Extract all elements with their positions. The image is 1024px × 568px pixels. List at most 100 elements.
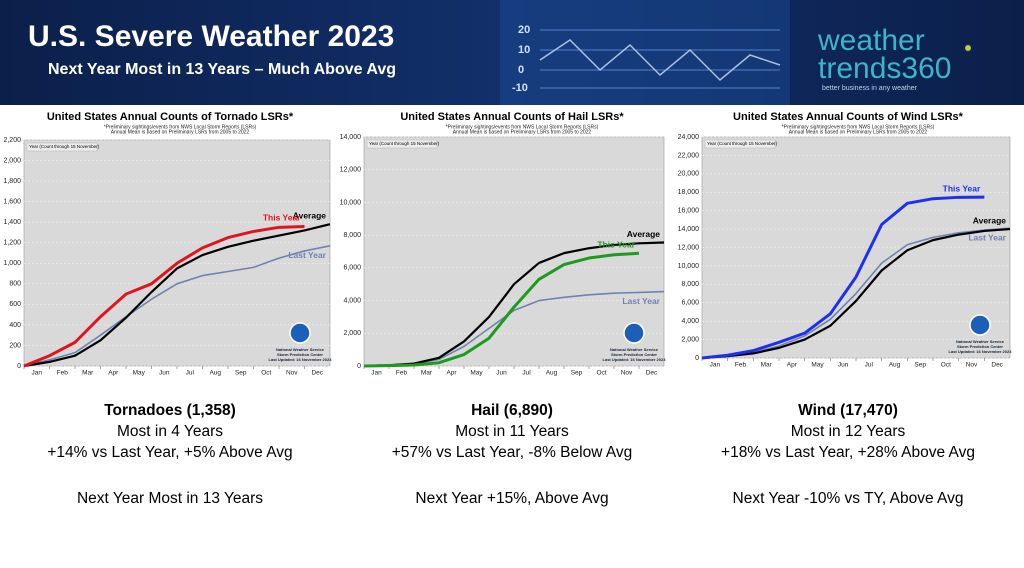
footnote: National Weather Service: [610, 347, 659, 352]
y-tick-label: 1,000: [3, 260, 21, 267]
footnote: Last Updated: 16 November 2023: [269, 357, 333, 362]
y-tick-label: 0: [17, 363, 21, 370]
caption-outlook: Next Year -10% vs TY, Above Avg: [733, 490, 964, 507]
y-tick-label: 400: [9, 322, 21, 329]
x-tick-label: Jan: [371, 370, 382, 377]
caption-title: Hail (6,890): [471, 402, 553, 419]
caption-line: Most in 12 Years: [791, 423, 906, 440]
caption-title: Wind (17,470): [798, 402, 898, 419]
plot-area: [23, 139, 331, 367]
x-tick-label: Sep: [571, 370, 583, 377]
x-tick-label: Apr: [787, 362, 798, 369]
y-tick-label: 1,400: [3, 219, 21, 226]
plot-area: [363, 136, 665, 367]
y-tick-label: 22,000: [678, 152, 700, 159]
caption-line: Most in 11 Years: [455, 423, 569, 440]
series-line: [701, 227, 1011, 360]
footnote: National Weather Service: [276, 347, 325, 352]
y-tick-label: 14,000: [340, 134, 362, 141]
series-label: This Year: [597, 240, 635, 250]
series-label: Last Year: [968, 232, 1006, 242]
footnote: Last Updated: 16 November 2023: [949, 349, 1013, 354]
header-title: U.S. Severe Weather 2023: [28, 20, 394, 53]
header-band: [0, 0, 1024, 105]
y-tick-label: 8,000: [343, 232, 361, 239]
caption-line: Most in 4 Years: [117, 423, 223, 440]
y-tick-label: 2,200: [3, 137, 21, 144]
decor-label: -10: [512, 82, 528, 94]
legend-title: Year (Count through 15 November): [707, 141, 778, 146]
series-label: This Year: [263, 213, 301, 223]
y-tick-label: 12,000: [678, 244, 700, 251]
chart-subtitle: Annual Mean is based on Preliminary LSRs…: [111, 129, 250, 135]
series-label: Last Year: [288, 250, 326, 260]
chart-subtitle: *Preliminary sightings/events from NWS L…: [446, 124, 599, 130]
y-tick-label: 18,000: [678, 189, 700, 196]
y-tick-label: 24,000: [678, 134, 700, 141]
x-tick-label: Nov: [966, 362, 978, 369]
x-tick-label: Jun: [496, 370, 507, 377]
logo-tagline: better business in any weather: [822, 85, 918, 92]
y-tick-label: 600: [9, 301, 21, 308]
decor-label: 10: [518, 44, 530, 56]
header-decor: [500, 0, 790, 105]
series-line: [701, 195, 985, 360]
chart-title: United States Annual Counts of Hail LSRs…: [400, 111, 624, 123]
x-tick-label: Oct: [596, 370, 606, 377]
caption-outlook: Next Year Most in 13 Years: [77, 490, 263, 507]
x-tick-label: Feb: [396, 370, 408, 377]
chart: United States Annual Counts of Wind LSRs…: [678, 111, 1013, 369]
y-tick-label: 6,000: [343, 265, 361, 272]
footnote: Last Updated: 16 November 2023: [603, 357, 667, 362]
y-tick-label: 10,000: [340, 199, 362, 206]
y-tick-label: 12,000: [340, 167, 362, 174]
legend-title: Year (Count through 15 November): [29, 144, 100, 149]
x-tick-label: Jan: [32, 370, 43, 377]
x-tick-label: May: [133, 370, 146, 377]
chart-subtitle: *Preliminary sightings/events from NWS L…: [104, 124, 257, 130]
x-tick-label: Mar: [82, 370, 94, 377]
legend-box: [26, 142, 98, 152]
chart-subtitle: Annual Mean is based on Preliminary LSRs…: [789, 129, 928, 135]
series-label: Average: [627, 229, 661, 239]
x-tick-label: Aug: [546, 370, 558, 377]
legend-box: [704, 139, 776, 149]
x-tick-label: Sep: [235, 370, 247, 377]
y-tick-label: 4,000: [681, 318, 699, 325]
series-line: [363, 251, 640, 368]
y-tick-label: 10,000: [678, 263, 700, 270]
y-tick-label: 16,000: [678, 208, 700, 215]
caption-outlook: Next Year +15%, Above Avg: [415, 490, 608, 507]
y-tick-label: 1,800: [3, 178, 21, 185]
logo-top: weather: [817, 24, 925, 57]
footnote: Storm Prediction Center: [611, 352, 657, 357]
y-tick-label: 800: [9, 281, 21, 288]
x-tick-label: Aug: [209, 370, 221, 377]
x-tick-label: Jul: [186, 370, 195, 377]
x-tick-label: Nov: [286, 370, 298, 377]
x-tick-label: Mar: [421, 370, 433, 377]
y-tick-label: 1,200: [3, 240, 21, 247]
series-line: [23, 245, 331, 367]
x-tick-label: Sep: [914, 362, 926, 369]
y-tick-label: 0: [695, 355, 699, 362]
x-tick-label: Jul: [865, 362, 874, 369]
legend-title: Year (Count through 15 November): [369, 141, 440, 146]
y-tick-label: 2,000: [343, 330, 361, 337]
x-tick-label: Feb: [57, 370, 69, 377]
header-subtitle: Next Year Most in 13 Years – Much Above …: [48, 61, 396, 78]
y-tick-label: 0: [357, 363, 361, 370]
logo-bottom: trends360: [818, 52, 951, 85]
noaa-logo: [969, 314, 991, 336]
y-tick-label: 6,000: [681, 300, 699, 307]
noaa-logo: [289, 322, 311, 344]
chart-title: United States Annual Counts of Wind LSRs…: [733, 111, 964, 123]
x-tick-label: Mar: [761, 362, 773, 369]
decor-label: 0: [518, 64, 524, 76]
y-tick-label: 1,600: [3, 198, 21, 205]
y-tick-label: 2,000: [681, 336, 699, 343]
footnote: Storm Prediction Center: [277, 352, 323, 357]
x-tick-label: Jan: [710, 362, 721, 369]
chart: United States Annual Counts of Tornado L…: [3, 111, 332, 377]
x-tick-label: Apr: [446, 370, 457, 377]
